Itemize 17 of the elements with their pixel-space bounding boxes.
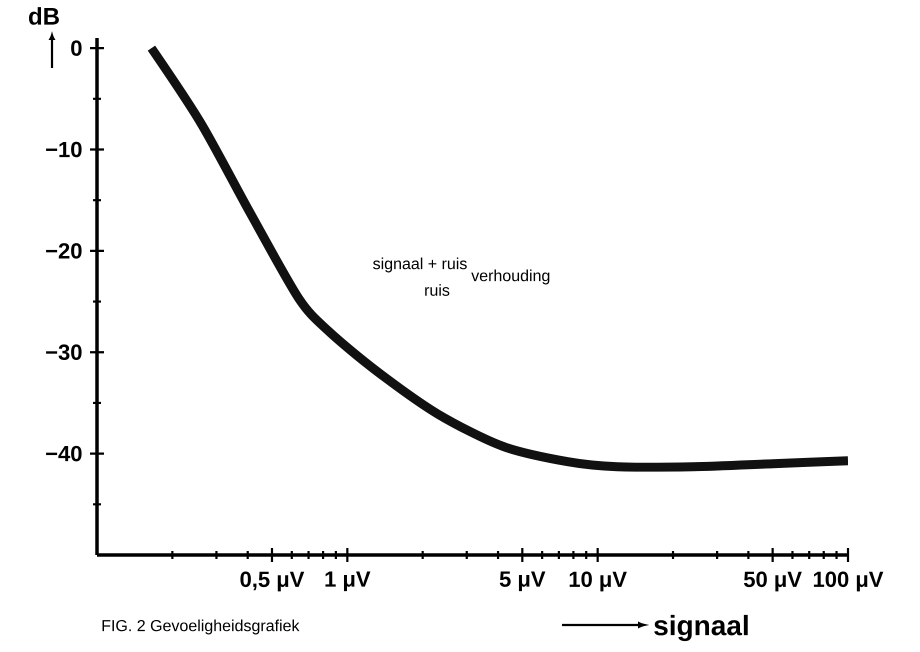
x-tick-label: 10 μV [570,572,627,592]
x-tick-label: 5 μV [500,572,546,592]
y-tick-label: 0 [71,40,82,56]
annotation: verhouding [471,270,550,284]
x-tick-label: 100 μV [814,572,884,592]
y-tick-label: −40 [46,446,82,462]
annotation: ruis [425,284,450,296]
x-tick-label: 0,5 μV [240,572,304,592]
x-axis-title: signaal [654,614,748,642]
x-tick-label: 1 μV [325,572,370,592]
annotation: signaal + ruis [373,258,467,272]
caption: FIG. 2 Gevoeligheidsgrafiek [102,620,300,634]
y-axis-title: dB [29,7,59,25]
x-tick-label: 50 μV [744,572,802,592]
y-tick-label: −10 [46,142,82,158]
y-tick-label: −20 [46,243,82,259]
y-tick-label: −30 [46,344,82,360]
